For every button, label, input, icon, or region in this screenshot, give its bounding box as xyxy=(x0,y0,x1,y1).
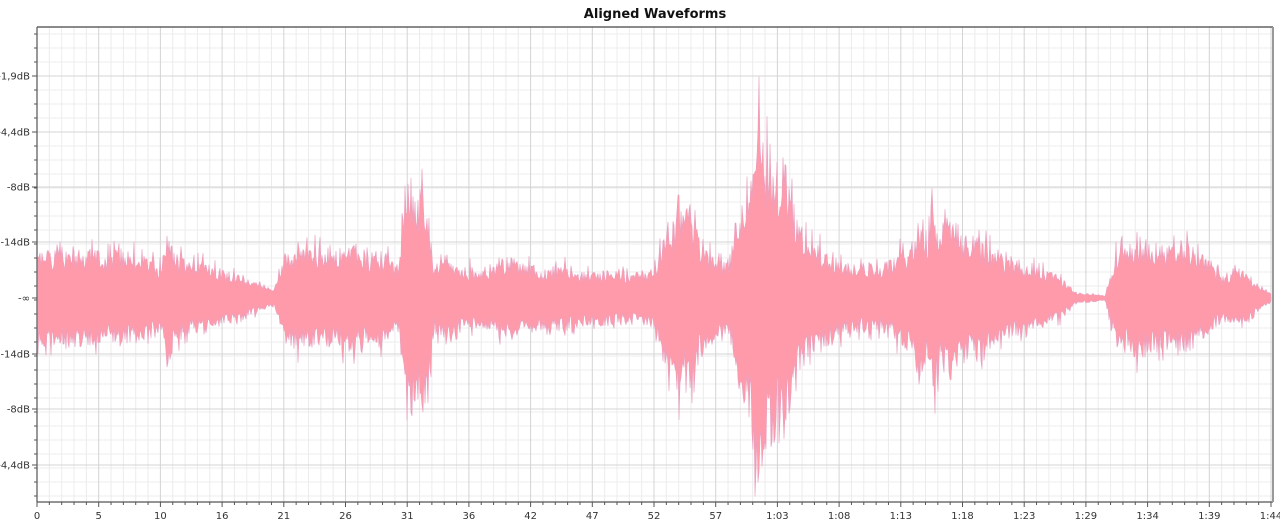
x-tick-label: 16 xyxy=(216,511,229,522)
x-tick-label: 1:18 xyxy=(951,511,973,522)
x-tick-label: 1:44 xyxy=(1260,511,1280,522)
x-tick-label: 0 xyxy=(34,511,40,522)
x-tick-label: 1:23 xyxy=(1013,511,1035,522)
y-tick-label: -4,4dB xyxy=(0,128,30,139)
y-tick-label: -∞ xyxy=(18,294,30,305)
x-tick-label: 1:34 xyxy=(1136,511,1158,522)
x-tick-label: 47 xyxy=(586,511,599,522)
waveform-path xyxy=(37,76,1272,497)
y-tick-label: -14dB xyxy=(0,238,30,249)
chart-title: Aligned Waveforms xyxy=(583,7,727,22)
x-tick-label: 1:29 xyxy=(1075,511,1097,522)
x-tick-label: 42 xyxy=(524,511,537,522)
y-axis-labels: -1,9dB -4,4dB -8dB -14dB -∞ -14dB -8dB -4,4dB xyxy=(0,72,30,472)
x-tick-label: 21 xyxy=(277,511,290,522)
x-tick-label: 1:13 xyxy=(890,511,912,522)
x-tick-label: 10 xyxy=(154,511,167,522)
y-tick-label: -1,9dB xyxy=(0,72,30,83)
y-tick-label: -14dB xyxy=(0,350,30,361)
y-tick-label: -8dB xyxy=(7,183,30,194)
x-tick-label: 36 xyxy=(463,511,476,522)
x-tick-label: 1:08 xyxy=(828,511,850,522)
y-tick-label: -8dB xyxy=(7,405,30,416)
x-tick-label: 52 xyxy=(648,511,661,522)
x-tick-label: 57 xyxy=(709,511,722,522)
y-tick-label: -4,4dB xyxy=(0,461,30,472)
x-axis-labels: 0 5 10 16 21 26 31 36 42 47 52 57 1:03 1:08 1:13 1:18 1:… xyxy=(34,511,1280,522)
x-tick-label: 31 xyxy=(401,511,414,522)
x-tick-label: 1:03 xyxy=(766,511,788,522)
waveform-area xyxy=(37,76,1272,497)
x-tick-label: 1:39 xyxy=(1198,511,1220,522)
axes xyxy=(32,26,1274,507)
x-tick-label: 5 xyxy=(96,511,102,522)
x-tick-label: 26 xyxy=(339,511,352,522)
